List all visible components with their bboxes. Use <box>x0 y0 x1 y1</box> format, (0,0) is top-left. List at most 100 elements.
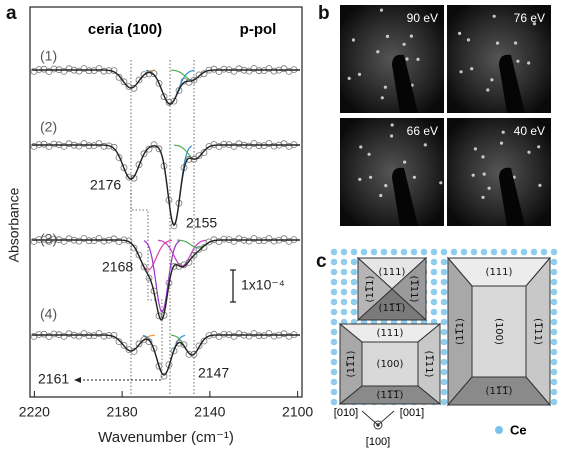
ce-atom <box>331 319 338 326</box>
ce-atom <box>551 289 558 296</box>
facet-label: (111) <box>486 267 513 278</box>
trace-label: (1) <box>40 48 57 64</box>
ce-atom <box>341 279 348 286</box>
ce-atom <box>331 259 338 266</box>
peak-label: 2147 <box>198 365 229 381</box>
ce-atom <box>551 279 558 286</box>
diffraction-spot <box>376 50 379 53</box>
legend-label: Ce <box>510 422 527 437</box>
ce-atom <box>541 249 548 256</box>
ce-atom <box>351 299 358 306</box>
peak-label: 2161 <box>38 371 69 387</box>
diffraction-spot <box>390 134 393 137</box>
ce-atom <box>331 359 338 366</box>
ce-atom <box>331 299 338 306</box>
ce-atom <box>551 359 558 366</box>
ce-atom <box>391 249 398 256</box>
diffraction-spot <box>405 57 408 60</box>
diffraction-spot <box>538 184 541 187</box>
ce-atom <box>431 299 438 306</box>
diffraction-spot <box>488 187 491 190</box>
ce-atom <box>341 299 348 306</box>
facet-label: (1̅11) <box>408 276 419 303</box>
facet-label: (11̅1̅) <box>377 390 404 401</box>
diffraction-spot <box>380 9 383 12</box>
ce-atom <box>441 319 448 326</box>
diffraction-spot <box>424 143 427 146</box>
ce-atom <box>331 289 338 296</box>
diffraction-spot <box>493 15 496 18</box>
diffraction-spot <box>403 161 406 164</box>
fit-line <box>32 335 300 375</box>
diffraction-spot <box>410 35 413 38</box>
ce-atom <box>331 249 338 256</box>
facet-label: (1̅11) <box>423 351 434 378</box>
ce-atom <box>441 299 448 306</box>
ce-atom <box>341 259 348 266</box>
direction-label: [010] <box>334 407 358 419</box>
ce-atom <box>461 249 468 256</box>
ce-atom <box>351 269 358 276</box>
ce-atom <box>511 249 518 256</box>
ce-atom <box>551 249 558 256</box>
ce-atom <box>431 279 438 286</box>
ce-atom <box>521 249 528 256</box>
scale-bar <box>230 270 236 302</box>
ce-atom <box>361 249 368 256</box>
ce-atom <box>331 379 338 386</box>
scale-bar-label: 1x10⁻⁴ <box>241 277 285 293</box>
diffraction-spot <box>352 38 355 41</box>
ce-atom <box>441 269 448 276</box>
ce-atom <box>441 249 448 256</box>
ce-atom <box>331 329 338 336</box>
legend-marker <box>495 426 503 434</box>
ce-atom <box>351 249 358 256</box>
ce-atom <box>441 369 448 376</box>
ce-atom <box>551 309 558 316</box>
facet-label: (11̅1) <box>346 350 357 377</box>
ce-atom <box>551 329 558 336</box>
ce-atom <box>441 349 448 356</box>
facet-label: (11̅1̅) <box>379 303 406 314</box>
ce-atom <box>401 249 408 256</box>
ce-atom <box>331 389 338 396</box>
diffraction-spot <box>379 194 382 197</box>
facet-label: (100) <box>377 359 404 370</box>
ce-atom <box>551 339 558 346</box>
energy-label: 66 eV <box>407 124 438 138</box>
ce-atom <box>551 399 558 406</box>
diffraction-spot <box>500 142 503 145</box>
facet-label: (11̅1̅) <box>486 386 513 397</box>
spectra <box>31 60 300 395</box>
ce-atom <box>431 289 438 296</box>
ce-atom <box>341 249 348 256</box>
facet-label: (1̅11) <box>532 318 543 345</box>
ce-atom <box>481 249 488 256</box>
diffraction-spot <box>439 181 442 184</box>
diffraction-spot <box>516 60 519 63</box>
diffraction-spot <box>490 78 493 81</box>
trace-label: (4) <box>40 306 57 322</box>
x-tick-label: 2220 <box>19 404 50 420</box>
diffraction-spot <box>483 173 486 176</box>
energy-label: 90 eV <box>407 11 438 25</box>
diffraction-spot <box>391 123 394 126</box>
ce-atom <box>551 269 558 276</box>
ce-atom <box>551 319 558 326</box>
trace-label: (2) <box>40 119 57 135</box>
diffraction-spot <box>369 176 372 179</box>
ce-atom <box>431 309 438 316</box>
ce-atom <box>421 249 428 256</box>
diffraction-spot <box>514 41 517 44</box>
ce-atom <box>551 369 558 376</box>
ce-atom <box>441 379 448 386</box>
ce-atom <box>331 309 338 316</box>
direction-axes <box>362 411 394 429</box>
direction-label: [100] <box>366 436 390 448</box>
ce-atom <box>441 279 448 286</box>
ce-atom <box>371 249 378 256</box>
ce-atom <box>351 289 358 296</box>
ce-atom <box>341 289 348 296</box>
diffraction-spot <box>474 147 477 150</box>
plot-title: ceria (100) <box>88 21 162 38</box>
